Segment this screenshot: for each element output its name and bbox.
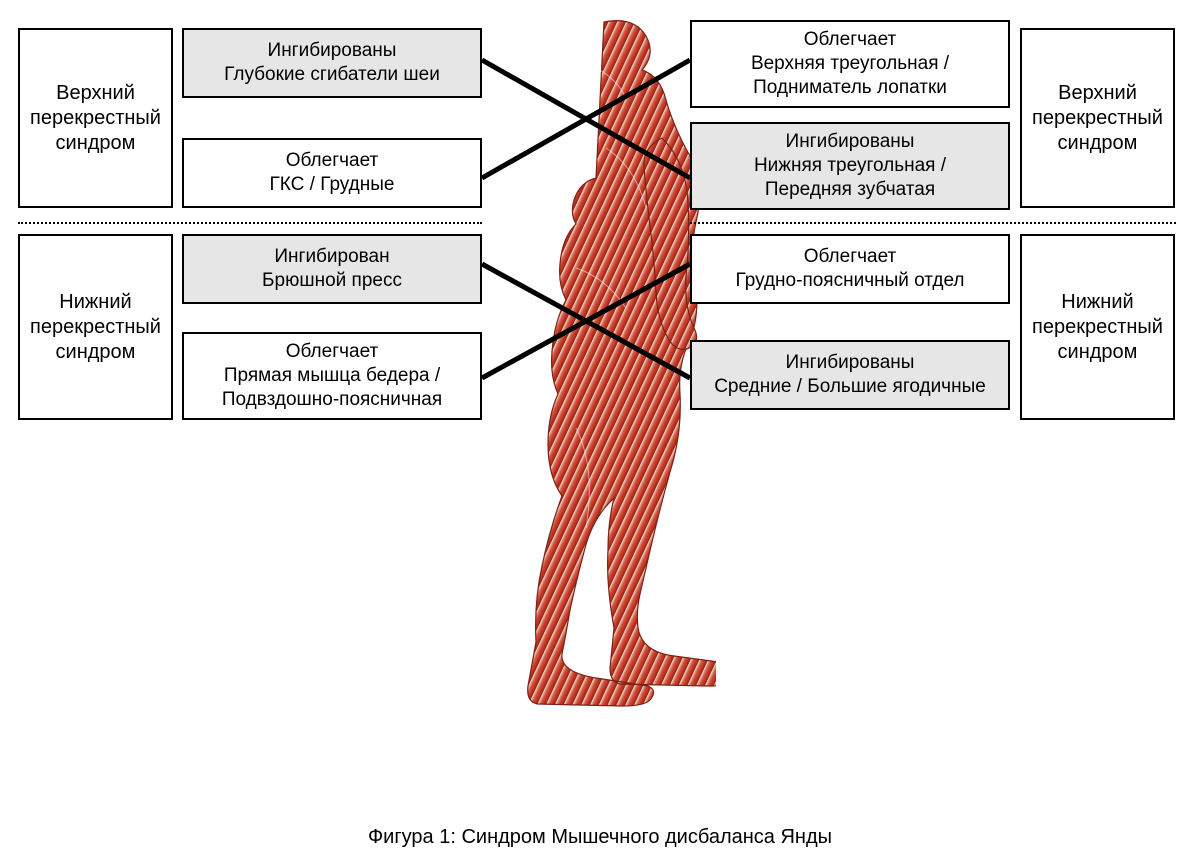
text: перекрестный [30,315,161,340]
text: Верхний [1058,81,1137,106]
text: Прямая мышца бедера / [224,364,440,388]
text: Брюшной пресс [262,269,402,293]
box-ll-bot: Облегчает Прямая мышца бедера / Подвздош… [182,332,482,420]
anatomy-figure [456,8,716,808]
text: Облегчает [286,340,379,364]
text: Верхний [56,81,135,106]
box-ll-top: Ингибирован Брюшной пресс [182,234,482,304]
text: Облегчает [804,245,897,269]
text: Средние / Большие ягодичные [714,375,986,399]
text: Облегчает [804,28,897,52]
text: Ингибирован [274,245,389,269]
label-upper-left: Верхний перекрестный синдром [18,28,173,208]
text: Верхняя треугольная / [751,52,949,76]
box-lr-bot: Ингибированы Средние / Большие ягодичные [690,340,1010,410]
text: Нижний [59,290,131,315]
box-ur-top: Облегчает Верхняя треугольная / Поднимат… [690,20,1010,108]
text: Подниматель лопатки [753,76,947,100]
divider-right [690,222,1176,224]
divider-left [18,222,482,224]
text: Облегчает [286,149,379,173]
label-upper-right: Верхний перекрестный синдром [1020,28,1175,208]
text: перекрестный [1032,106,1163,131]
text: ГКС / Грудные [270,173,395,197]
text: Ингибированы [786,351,915,375]
text: Нижняя треугольная / [754,154,946,178]
box-lr-top: Облегчает Грудно-поясничный отдел [690,234,1010,304]
text: синдром [1058,340,1138,365]
text: Глубокие сгибатели шеи [224,63,440,87]
text: Ингибированы [786,130,915,154]
box-ul-bot: Облегчает ГКС / Грудные [182,138,482,208]
text: перекрестный [30,106,161,131]
text: синдром [1058,131,1138,156]
label-lower-left: Нижний перекрестный синдром [18,234,173,420]
caption-text: Фигура 1: Синдром Мышечного дисбаланса Я… [368,826,832,848]
text: Подвздошно-поясничная [222,388,442,412]
box-ul-top: Ингибированы Глубокие сгибатели шеи [182,28,482,98]
box-ur-bot: Ингибированы Нижняя треугольная / Передн… [690,122,1010,210]
text: Нижний [1061,290,1133,315]
figure-caption: Фигура 1: Синдром Мышечного дисбаланса Я… [0,826,1200,849]
text: синдром [56,340,136,365]
text: Ингибированы [268,39,397,63]
diagram-stage: Верхний перекрестный синдром Нижний пере… [0,0,1200,867]
label-lower-right: Нижний перекрестный синдром [1020,234,1175,420]
text: Грудно-поясничный отдел [736,269,965,293]
text: перекрестный [1032,315,1163,340]
text: Передняя зубчатая [765,178,935,202]
text: синдром [56,131,136,156]
